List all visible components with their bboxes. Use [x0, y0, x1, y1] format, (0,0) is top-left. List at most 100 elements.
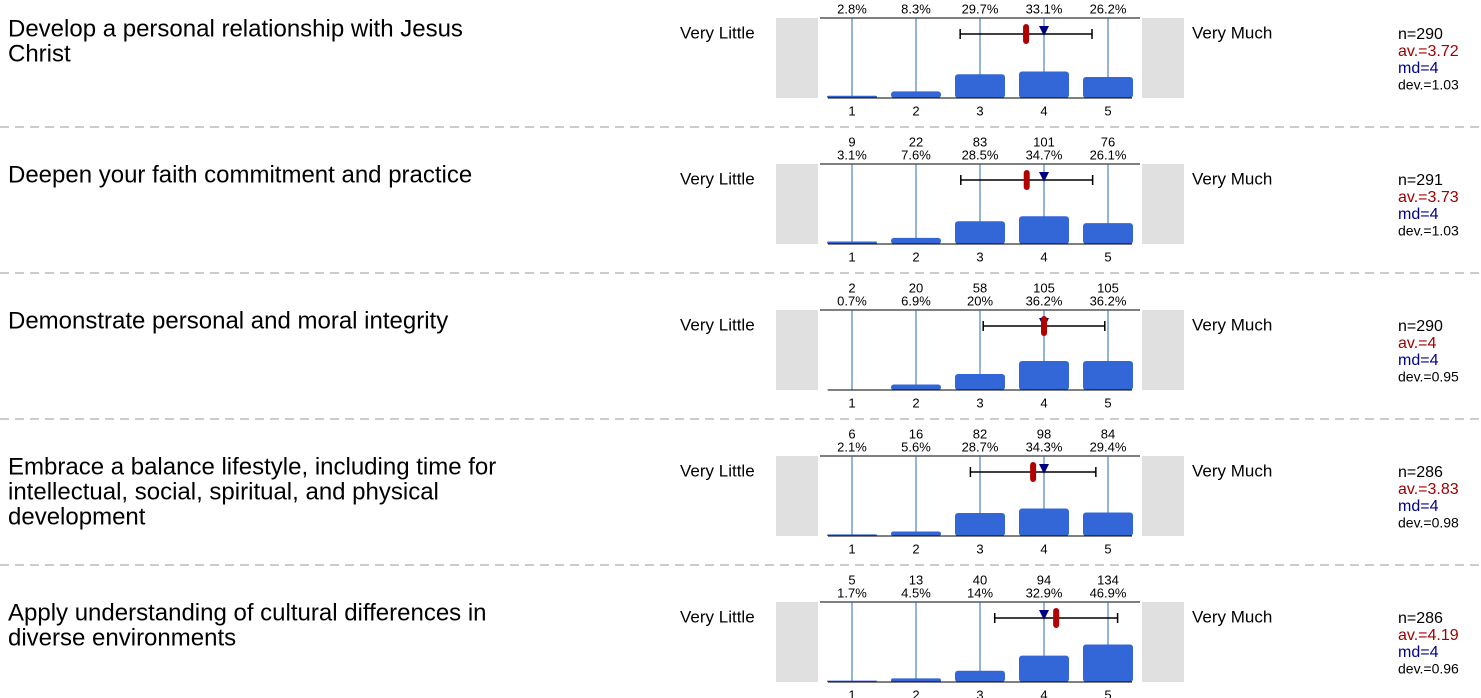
scale-label: 2: [912, 249, 919, 264]
bar: [1083, 512, 1133, 536]
scale-label: 2: [912, 103, 919, 118]
left-label: Very Little: [680, 23, 755, 42]
median-marker: [1039, 464, 1049, 474]
bar: [1019, 71, 1069, 98]
percent-label: 2.8%: [837, 1, 867, 16]
left-shade: [776, 456, 818, 536]
percent-label: 20%: [967, 293, 993, 308]
bar: [955, 670, 1005, 682]
count-label: 9: [848, 134, 855, 149]
median-label: md=4: [1398, 206, 1439, 223]
count-label: 83: [973, 134, 987, 149]
left-shade: [776, 18, 818, 98]
right-shade: [1142, 602, 1184, 682]
right-label: Very Much: [1192, 23, 1272, 42]
right-label: Very Much: [1192, 607, 1272, 626]
scale-label: 5: [1104, 541, 1111, 556]
scale-label: 1: [848, 395, 855, 410]
bar: [1019, 655, 1069, 682]
percent-label: 46.9%: [1090, 585, 1127, 600]
n-label: n=291: [1398, 172, 1443, 189]
scale-label: 4: [1040, 687, 1047, 698]
mean-marker: [1041, 316, 1047, 336]
bar: [1019, 216, 1069, 244]
percent-label: 0.7%: [837, 293, 867, 308]
bar: [1083, 644, 1133, 682]
percent-label: 7.6%: [901, 147, 931, 162]
dev-label: dev.=1.03: [1398, 77, 1459, 93]
mean-label: av.=4.19: [1398, 627, 1459, 644]
question: diverse environments: [8, 624, 236, 651]
scale-label: 3: [976, 395, 983, 410]
left-shade: [776, 164, 818, 244]
median-label: md=4: [1398, 498, 1439, 515]
scale-label: 4: [1040, 541, 1047, 556]
question: Apply understanding of cultural differen…: [8, 599, 487, 626]
mean-marker: [1023, 24, 1030, 44]
bar: [827, 241, 877, 244]
count-label: 101: [1033, 134, 1055, 149]
mean-label: av.=3.73: [1398, 189, 1459, 206]
percent-label: 33.1%: [1026, 1, 1063, 16]
bar: [955, 513, 1005, 536]
scale-label: 5: [1104, 103, 1111, 118]
median-label: md=4: [1398, 352, 1439, 369]
mean-marker: [1030, 462, 1037, 482]
percent-label: 34.3%: [1026, 439, 1063, 454]
mean-label: av.=3.83: [1398, 481, 1459, 498]
scale-label: 1: [848, 103, 855, 118]
n-label: n=290: [1398, 318, 1443, 335]
right-label: Very Much: [1192, 169, 1272, 188]
n-label: n=290: [1398, 26, 1443, 43]
count-label: 16: [909, 426, 923, 441]
n-label: n=286: [1398, 610, 1443, 627]
question: development: [8, 503, 146, 530]
question: intellectual, social, spiritual, and phy…: [8, 478, 439, 505]
scale-label: 2: [912, 687, 919, 698]
median-marker: [1039, 172, 1049, 182]
left-shade: [776, 602, 818, 682]
count-label: 5: [848, 572, 855, 587]
right-shade: [1142, 164, 1184, 244]
right-label: Very Much: [1192, 461, 1272, 480]
percent-label: 8.3%: [901, 1, 931, 16]
scale-label: 4: [1040, 103, 1047, 118]
scale-label: 3: [976, 687, 983, 698]
scale-label: 5: [1104, 249, 1111, 264]
scale-label: 4: [1040, 395, 1047, 410]
percent-label: 29.7%: [962, 1, 999, 16]
dev-label: dev.=0.96: [1398, 661, 1459, 677]
count-label: 13: [909, 572, 923, 587]
count-label: 94: [1037, 572, 1051, 587]
bar: [1083, 361, 1133, 390]
left-label: Very Little: [680, 461, 755, 480]
bar: [827, 95, 877, 98]
bar: [955, 374, 1005, 390]
count-label: 76: [1101, 134, 1115, 149]
percent-label: 28.7%: [962, 439, 999, 454]
percent-label: 5.6%: [901, 439, 931, 454]
scale-label: 5: [1104, 395, 1111, 410]
right-shade: [1142, 310, 1184, 390]
scale-label: 2: [912, 395, 919, 410]
left-label: Very Little: [680, 607, 755, 626]
scale-label: 1: [848, 687, 855, 698]
scale-label: 4: [1040, 249, 1047, 264]
mean-marker: [1023, 170, 1030, 190]
count-label: 84: [1101, 426, 1115, 441]
scale-label: 1: [848, 249, 855, 264]
left-label: Very Little: [680, 315, 755, 334]
dev-label: dev.=1.03: [1398, 223, 1459, 239]
left-shade: [776, 310, 818, 390]
percent-label: 32.9%: [1026, 585, 1063, 600]
scale-label: 2: [912, 541, 919, 556]
count-label: 22: [909, 134, 923, 149]
dev-label: dev.=0.95: [1398, 369, 1459, 385]
bar: [891, 384, 941, 390]
percent-label: 28.5%: [962, 147, 999, 162]
right-shade: [1142, 18, 1184, 98]
percent-label: 29.4%: [1090, 439, 1127, 454]
percent-label: 1.7%: [837, 585, 867, 600]
question: Demonstrate personal and moral integrity: [8, 307, 448, 334]
